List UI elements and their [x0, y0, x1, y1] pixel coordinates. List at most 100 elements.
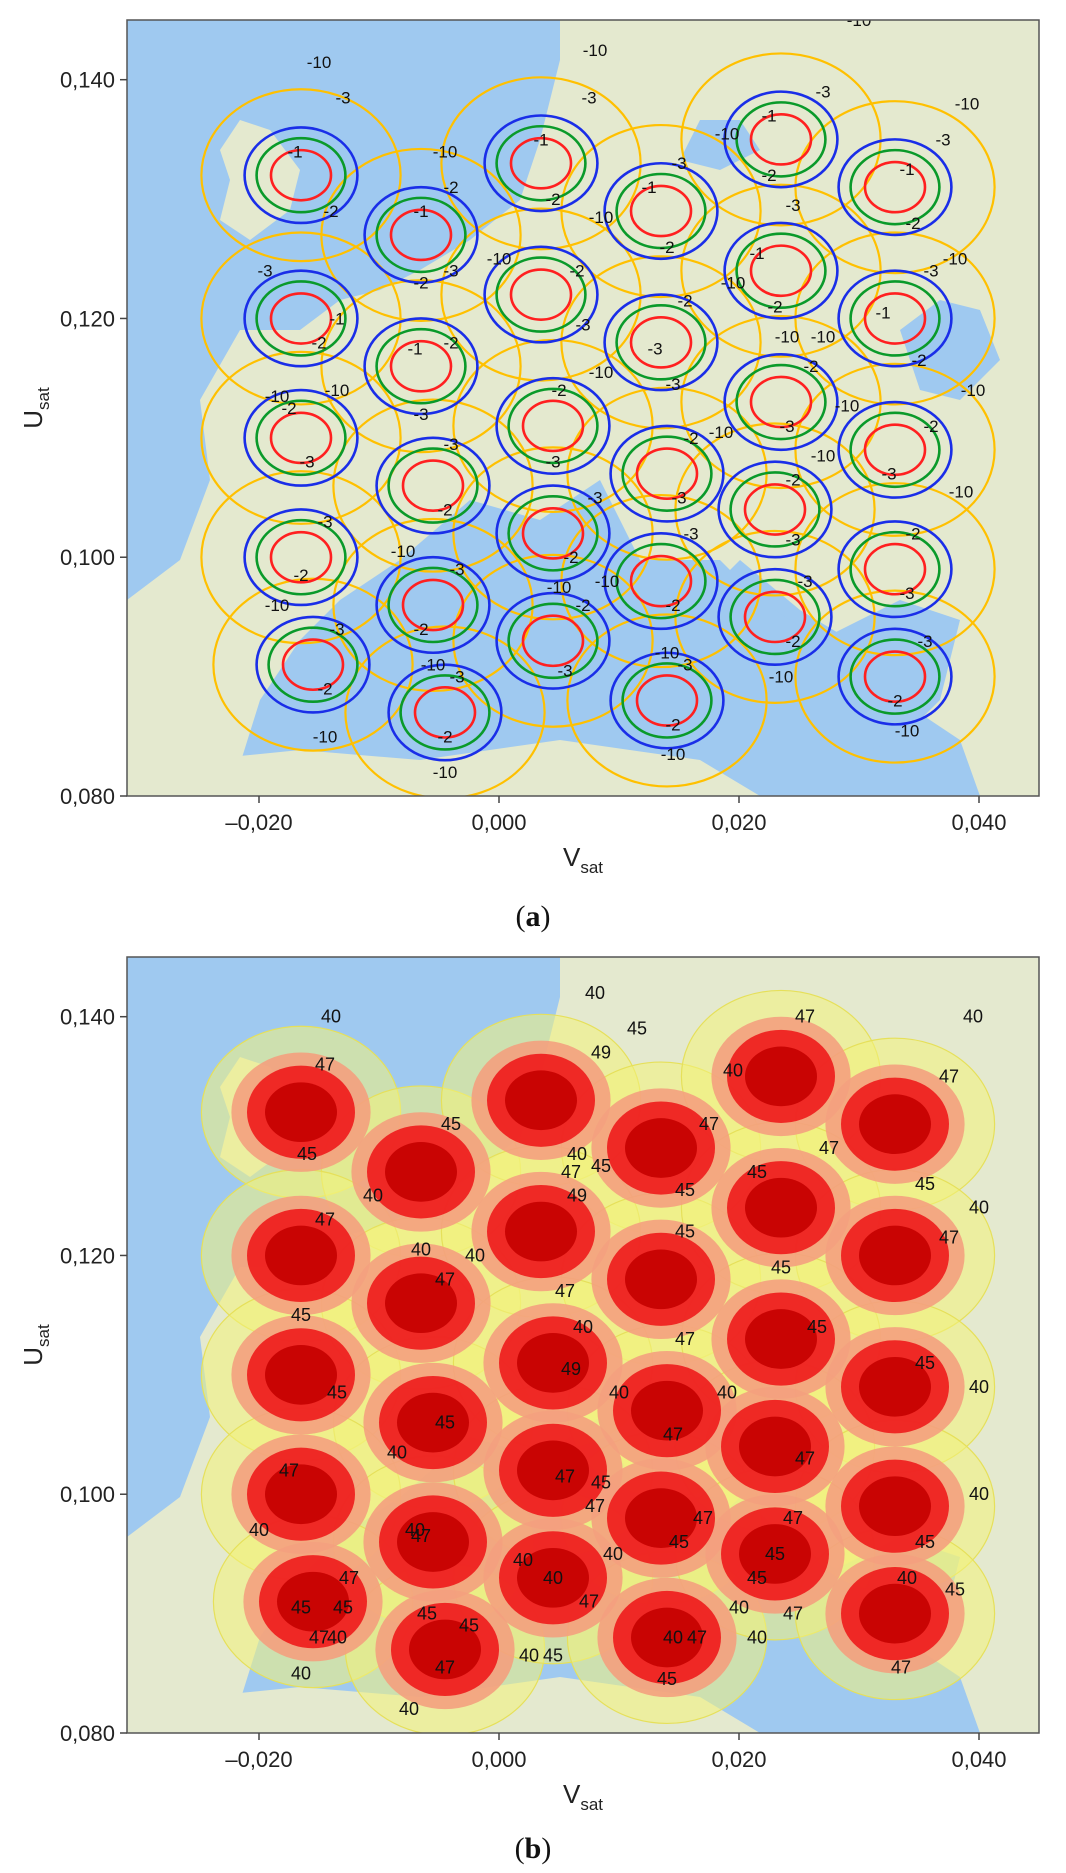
contour-label-0: -10 [307, 53, 332, 72]
gain-49-beam-11 [859, 1225, 931, 1286]
contour-label-102: -10 [895, 721, 920, 740]
contour-m1-beam-13 [401, 459, 465, 512]
contour-label-3: -2 [323, 202, 338, 221]
contour-m1-beam-26 [521, 614, 585, 668]
contour-label-41: -2 [311, 333, 326, 352]
panel-b-caption: (b) [515, 1832, 552, 1865]
contour-m1-beam-0 [269, 148, 333, 202]
contour-label-24: 40 [411, 1239, 431, 1259]
contour-label-56: -10 [835, 397, 860, 416]
contour-label-80: -3 [785, 530, 800, 549]
contour-label-43: 40 [387, 1442, 407, 1462]
contour-label-50: -10 [589, 363, 614, 382]
contour-m2-beam-23 [849, 530, 941, 608]
contour-m1-beam-1 [389, 208, 453, 262]
contour-label-13: -1 [641, 178, 656, 197]
contour-label-32: -10 [721, 274, 746, 293]
contour-m1-beam-4 [749, 113, 813, 166]
contour-label-79: -2 [785, 471, 800, 490]
contour-label-63: -2 [437, 500, 452, 519]
contour-m1-beam-7 [389, 339, 453, 393]
gain-49-beam-25 [409, 1619, 481, 1680]
contour-label-12: 47 [699, 1114, 719, 1134]
contour-m2-beam-14 [507, 387, 599, 465]
contour-label-55: -3 [779, 417, 794, 436]
contour-label-27: -10 [487, 250, 512, 269]
contour-label-87: -3 [449, 668, 464, 687]
panel-b-x-axis-title: Vsat [563, 1779, 603, 1814]
gain-49-beam-19 [397, 1512, 469, 1572]
contour-m2-beam-25 [399, 674, 491, 751]
x-tick-label: –0,020 [225, 810, 292, 835]
contour-label-2: -1 [287, 142, 302, 161]
contour-m3-beam-12 [243, 388, 359, 487]
contour-label-11: -2 [545, 190, 560, 209]
contour-m1-beam-5 [863, 160, 927, 214]
contour-m1-beam-6 [269, 292, 333, 345]
contour-m1-beam-28 [743, 590, 807, 644]
contour-m1-beam-2 [509, 136, 573, 190]
contour-label-33: -10 [943, 250, 968, 269]
gain-49-beam-26 [517, 1547, 589, 1608]
contour-label-12: -10 [589, 208, 614, 227]
contour-label-49: -3 [545, 453, 560, 472]
gain-49-beam-16 [745, 1309, 817, 1369]
contour-m1-beam-3 [629, 184, 693, 238]
gain-49-beam-3 [625, 1118, 697, 1178]
x-tick-label: 0,040 [951, 810, 1006, 835]
contour-m3-beam-1 [363, 185, 479, 284]
contour-m3-beam-22 [717, 460, 833, 559]
contour-m2-beam-19 [387, 566, 479, 644]
contour-label-9: -3 [581, 89, 596, 108]
contour-m3-beam-11 [837, 269, 953, 368]
contour-label-28: 47 [555, 1281, 575, 1301]
contour-label-95: -2 [665, 715, 680, 734]
contour-label-75: -10 [547, 578, 572, 597]
contour-m10-beam-23 [794, 482, 996, 657]
contour-m3-beam-13 [375, 436, 491, 535]
contour-m2-beam-15 [621, 435, 713, 512]
panel-a: -10-3-1-2-10-1-2-3-10-3-1-2-10-1-3-2-10-… [18, 19, 1040, 933]
contour-label-61: -3 [299, 453, 314, 472]
contour-label-93: -10 [655, 644, 680, 663]
contour-label-23: -1 [899, 160, 914, 179]
contour-m1-beam-23 [863, 542, 927, 596]
contour-label-25: -3 [647, 339, 662, 358]
contour-label-41: 45 [435, 1413, 455, 1433]
contour-m3-beam-6 [243, 269, 359, 368]
contour-m10-beam-17 [794, 362, 996, 537]
contour-m1-beam-27 [635, 674, 699, 727]
contour-m10-beam-10 [680, 183, 882, 358]
y-tick-label: 0,080 [60, 784, 115, 809]
panel-b-axes: –0,020 0,000 0,020 0,040 0,080 0,100 0,120 0,14… [60, 1005, 1007, 1772]
contour-m1-beam-20 [521, 506, 585, 560]
contour-m3-beam-19 [375, 555, 491, 655]
contour-label-14: 45 [297, 1144, 317, 1164]
contour-m3-beam-21 [603, 532, 719, 631]
contour-label-46: -2 [443, 333, 458, 352]
contour-label-92: -3 [557, 662, 572, 681]
contour-label-6: 47 [795, 1007, 815, 1027]
gain-49-beam-4 [745, 1046, 817, 1107]
contour-label-62: 40 [543, 1568, 563, 1588]
contour-m10-beam-11 [794, 231, 996, 406]
contour-m3-beam-14 [495, 376, 611, 475]
contour-m2-beam-17 [849, 411, 941, 489]
gain-49-beam-17 [859, 1356, 931, 1417]
contour-m3-beam-24 [255, 615, 371, 714]
contour-label-77: 47 [891, 1657, 911, 1677]
gain-49-beam-10 [745, 1177, 817, 1238]
contour-label-19: 45 [675, 1180, 695, 1200]
contour-label-68: 40 [729, 1598, 749, 1618]
contour-m3-beam-28 [717, 567, 833, 666]
gain-49-beam-2 [505, 1070, 577, 1131]
contour-label-1: 45 [627, 1019, 647, 1039]
contour-m1-beam-14 [521, 399, 585, 453]
contour-label-64: 40 [897, 1568, 917, 1588]
contour-m10-beam-2 [440, 76, 642, 251]
contour-m2-beam-18 [255, 518, 347, 596]
contour-label-43: -10 [265, 387, 290, 406]
contour-label-33: 45 [807, 1317, 827, 1337]
contour-m3-beam-25 [387, 663, 503, 762]
contour-m2-beam-13 [387, 447, 479, 524]
